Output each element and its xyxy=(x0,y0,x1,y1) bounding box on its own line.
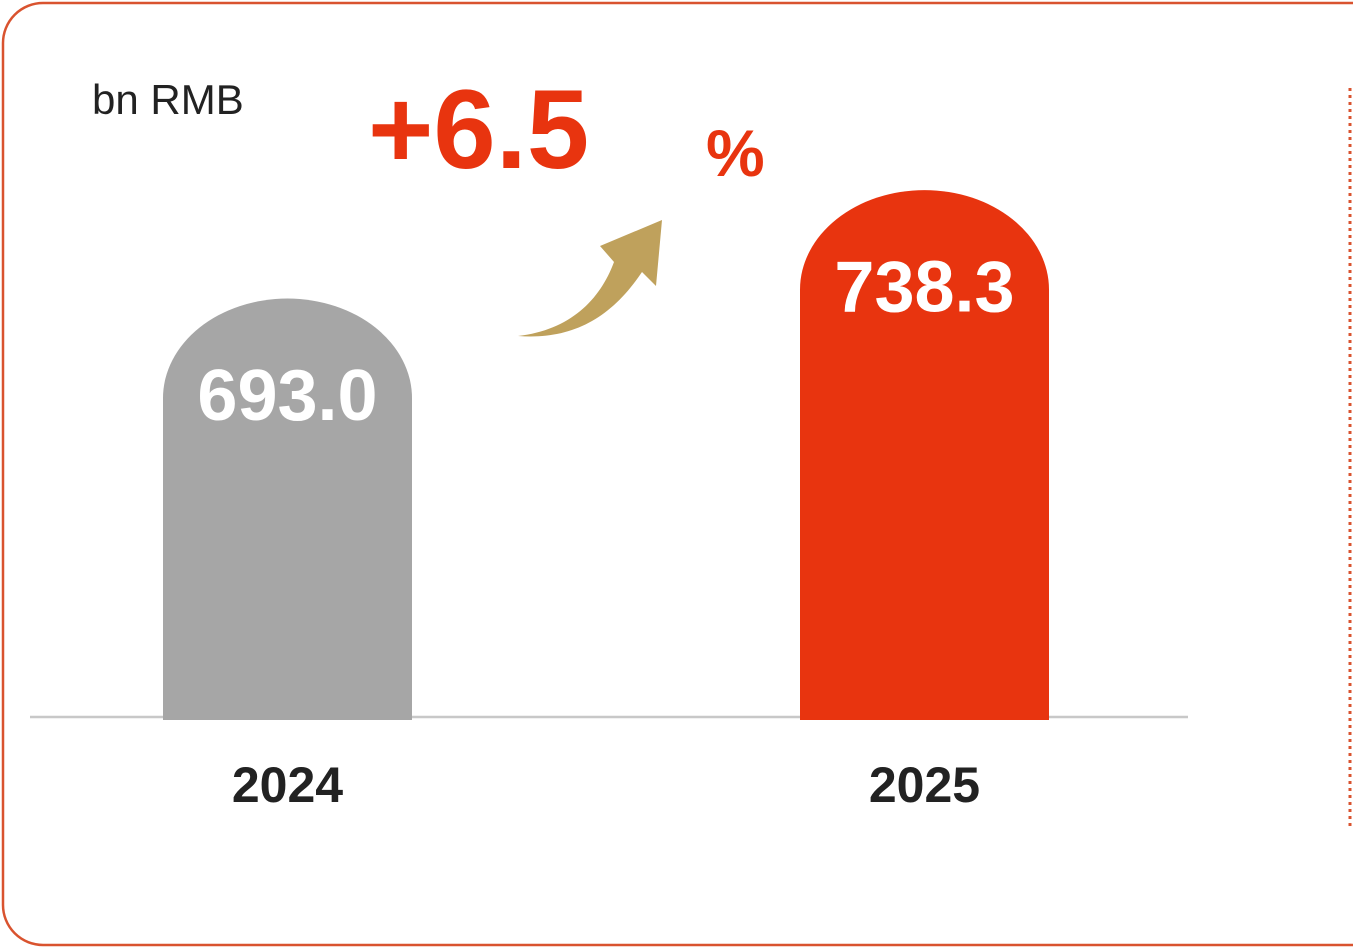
x-tick-label: 2024 xyxy=(232,757,343,813)
growth-value: +6.5 xyxy=(368,67,589,192)
bar xyxy=(800,190,1049,720)
value-label: 693.0 xyxy=(197,356,377,436)
value-label: 738.3 xyxy=(834,248,1014,328)
bar xyxy=(163,298,412,720)
x-tick-label: 2025 xyxy=(869,757,980,813)
unit-label: bn RMB xyxy=(92,76,244,123)
growth-arrow xyxy=(518,220,662,337)
growth-unit: % xyxy=(706,116,765,190)
